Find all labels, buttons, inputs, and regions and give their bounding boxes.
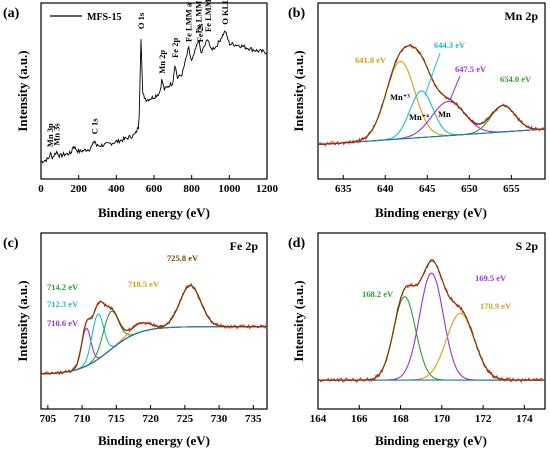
envelope-line [41,284,267,375]
panel-b-annotation: 654.0 eV [500,74,532,84]
x-tick-label: 170 [434,413,451,425]
x-tick-label: 1000 [218,183,241,195]
panel-d-x-ticks: 164 166 168 170 172 174 [310,405,533,425]
x-tick-label: 705 [40,413,57,425]
arrow [424,52,441,96]
survey-peak-label: Fe LMM a [184,2,194,42]
panel-b-annotation: 641.8 eV [355,55,387,65]
panel-b-annotation: Mn [438,109,451,119]
panel-c-xlabel: Binding energy (eV) [98,433,210,448]
panel-b-ylabel: Intensity (a.u.) [291,50,306,131]
x-tick-label: 168 [392,413,409,425]
x-tick-label: 0 [38,183,44,195]
panel-b-annotation: 644.3 eV [434,40,466,50]
panel-b-title: Mn 2p [504,9,538,23]
panel-d-annotation: 170.9 eV [480,301,512,311]
survey-peak-label: Fe 2s [195,23,205,42]
survey-peak-label: O KLL [220,0,230,25]
panel-c-plot [40,282,268,376]
arrow [449,75,461,101]
x-tick-label: 164 [310,413,327,425]
panel-b-annotation: 647.5 eV [455,64,487,74]
survey-peak-label: O 1s [136,12,146,29]
panel-c-annotation: 714.2 eV [47,282,79,292]
panel-c-annotation: 710.6 eV [47,318,79,328]
survey-peak-label: Fe 2p [170,38,180,58]
survey-peak-label: C 1s [90,118,100,135]
panel-d-plot [317,258,546,383]
survey-peak-label: Fe LMM b [194,0,204,33]
panel-d: (d) S 2p 168.2 eV 169.5 eV 170.9 eV 164 166… [288,232,546,448]
panel-b-label: (b) [288,6,305,21]
x-tick-label: 800 [183,183,200,195]
panel-b-xlabel: Binding energy (eV) [375,205,487,220]
x-tick-label: 650 [461,183,478,195]
panel-d-annotations: 168.2 eV 169.5 eV 170.9 eV [362,273,512,311]
x-tick-label: 735 [245,413,262,425]
panel-d-annotation: 169.5 eV [475,273,507,283]
panel-d-title: S 2p [516,239,539,253]
panel-b-annotations: 641.8 eV 644.3 eV 647.5 eV 654.0 eV Mn⁺³ Mn⁺⁴… [355,40,532,122]
panel-a-ylabel: Intensity (a.u.) [15,50,30,131]
panel-c-label: (c) [3,236,19,251]
panel-a-xlabel: Binding energy (eV) [98,205,210,220]
panel-a-label: (a) [3,6,20,21]
panel-b-frame [317,2,546,180]
panel-c: (c) Fe 2p 714.2 eV 712.3 eV 710.6 eV 718.5 … [3,232,268,448]
panel-d-annotation: 168.2 eV [362,289,394,299]
envelope-line [318,260,545,381]
x-tick-label: 655 [503,183,520,195]
x-tick-label: 1200 [256,183,279,195]
x-tick-label: 645 [419,183,436,195]
panel-b: (b) Mn 2p 641.8 eV 644.3 eV 647.5 eV 654.0 … [288,2,546,220]
panel-a-x-ticks: 0 200 400 600 800 1000 1200 [38,175,279,195]
panel-c-x-ticks: 705 710 715 720 725 730 735 [40,405,262,425]
background-line [317,128,546,146]
panel-b-annotation: Mn⁺³ [390,92,410,102]
x-tick-label: 172 [475,413,492,425]
panel-a-frame [40,2,268,180]
fit-peak-2 [317,100,546,146]
panel-c-annotation: 725.8 eV [167,253,199,263]
panel-b-annotation: Mn⁺⁴ [409,112,429,122]
panel-c-annotation: 712.3 eV [47,299,79,309]
fit-peak-1 [318,272,545,381]
panel-b-x-ticks: 635 640 645 650 655 [335,175,520,195]
panel-c-ylabel: Intensity (a.u.) [15,280,30,361]
x-tick-label: 635 [335,183,352,195]
x-tick-label: 730 [211,413,228,425]
survey-peak-label: Mn 3s [52,123,62,146]
panel-b-plot [317,43,546,147]
x-tick-label: 400 [108,183,125,195]
x-tick-label: 640 [377,183,394,195]
raw-data-line [317,43,546,147]
panel-c-annotation: 718.5 eV [128,279,160,289]
x-tick-label: 600 [146,183,163,195]
x-tick-label: 715 [108,413,125,425]
panel-d-frame [317,232,546,410]
survey-peak-label: Mn 2p [157,50,167,74]
x-tick-label: 200 [70,183,87,195]
x-tick-label: 720 [142,413,159,425]
panel-d-ylabel: Intensity (a.u.) [291,280,306,361]
fit-peak-2 [318,312,545,381]
x-tick-label: 710 [74,413,91,425]
panel-c-title: Fe 2p [230,239,259,253]
panel-a-legend-label: MFS-15 [87,12,121,23]
panel-a-survey-line [40,30,268,164]
x-tick-label: 725 [177,413,194,425]
x-tick-label: 174 [516,413,533,425]
panel-d-label: (d) [288,236,305,251]
panel-c-annotations: 714.2 eV 712.3 eV 710.6 eV 718.5 eV 725.8 eV [47,253,199,328]
survey-peak-label: Fe LMM c [203,0,213,32]
raw-data-line [317,258,546,383]
x-tick-label: 166 [351,413,368,425]
panel-c-frame [40,232,268,410]
survey-peak-label: Mn 3p [45,123,55,147]
panel-d-xlabel: Binding energy (eV) [375,433,487,448]
